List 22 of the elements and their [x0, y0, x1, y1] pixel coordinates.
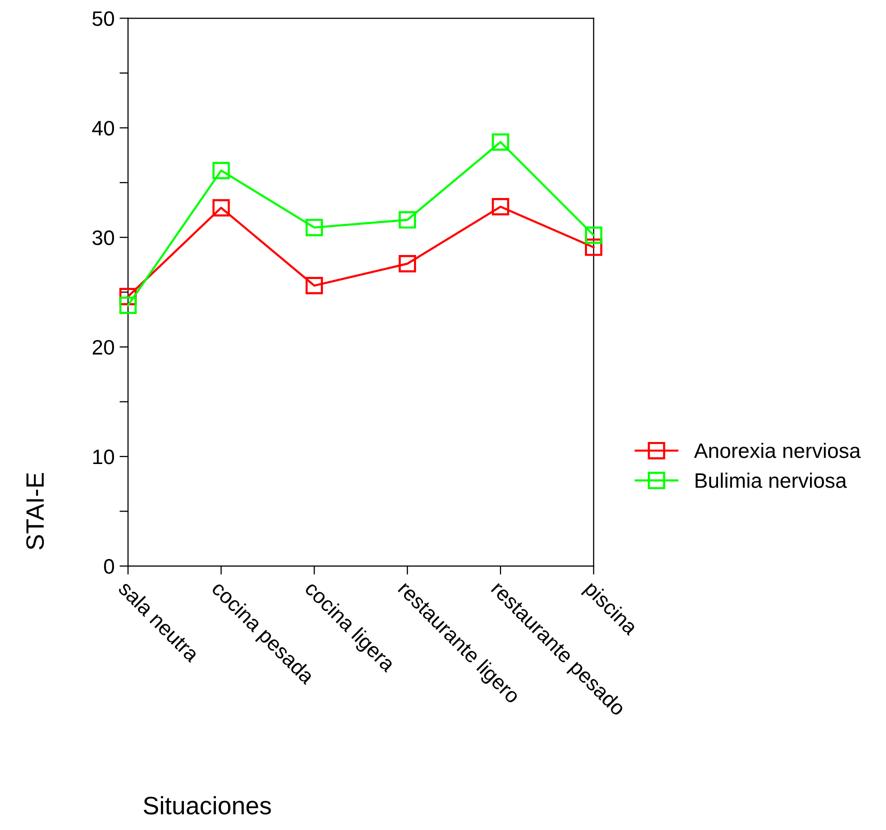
- y-tick-label: 10: [93, 450, 114, 464]
- y-tick-label: 0: [104, 559, 114, 574]
- point: [492, 133, 510, 151]
- y-tick-label: 40: [92, 120, 114, 136]
- point: [119, 296, 137, 314]
- x-axis-title: Situaciones: [144, 796, 271, 814]
- point: [119, 288, 137, 306]
- point: [306, 218, 323, 236]
- point: [306, 276, 323, 294]
- y-tick-label: 20: [92, 340, 114, 355]
- legend-label: Bulimia nerviosa: [696, 472, 847, 488]
- point: [584, 226, 602, 244]
- y-tick-label: 30: [92, 230, 114, 246]
- legend-label: Anorexia nerviosa: [694, 442, 861, 458]
- point: [584, 238, 602, 256]
- point: [398, 211, 416, 229]
- y-axis-title: STAI-E: [26, 472, 44, 550]
- y-tick-label: 50: [92, 11, 114, 26]
- point: [212, 199, 230, 216]
- point: [398, 254, 416, 272]
- point: [492, 198, 510, 216]
- point: [212, 162, 230, 180]
